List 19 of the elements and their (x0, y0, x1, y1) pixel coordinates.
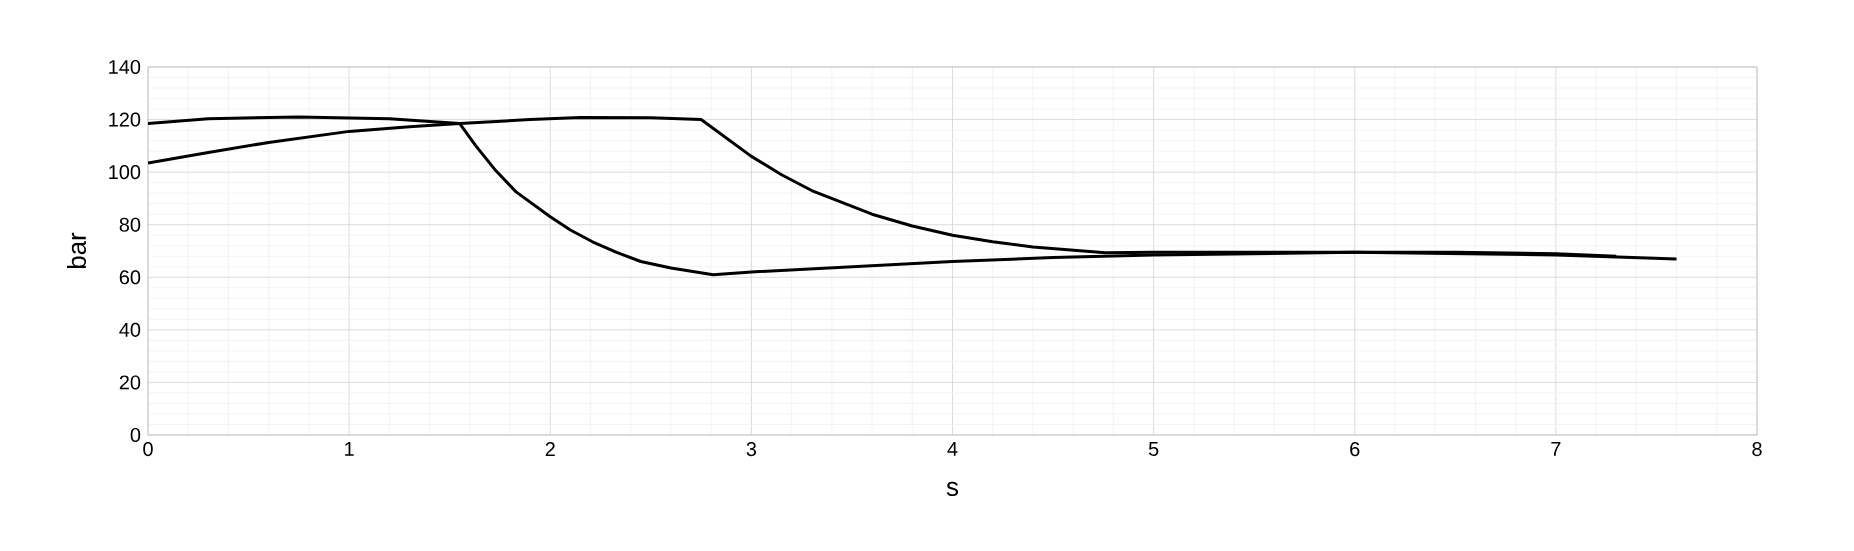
x-tick-label: 4 (947, 442, 958, 456)
x-tick-label: 8 (1752, 442, 1762, 457)
x-tick-label: 6 (1350, 442, 1360, 457)
x-tick-label: 2 (545, 442, 555, 456)
y-tick-label: 120 (109, 112, 141, 127)
y-tick-label: 20 (119, 375, 141, 390)
y-tick-label: 100 (109, 165, 141, 180)
x-tick-label: 5 (1148, 442, 1159, 456)
x-tick-label: 0 (143, 442, 153, 457)
x-axis-title: s (946, 481, 959, 496)
y-tick-label: 40 (119, 322, 141, 337)
y-tick-label: 0 (130, 427, 141, 443)
y-tick-label: 80 (119, 217, 141, 232)
x-tick-label: 1 (345, 442, 354, 456)
y-tick-label: 60 (119, 270, 141, 285)
x-tick-label: 3 (746, 442, 757, 457)
y-tick-label: 140 (109, 59, 141, 75)
x-tick-label: 7 (1551, 442, 1561, 456)
y-axis-title: bar (67, 232, 87, 269)
